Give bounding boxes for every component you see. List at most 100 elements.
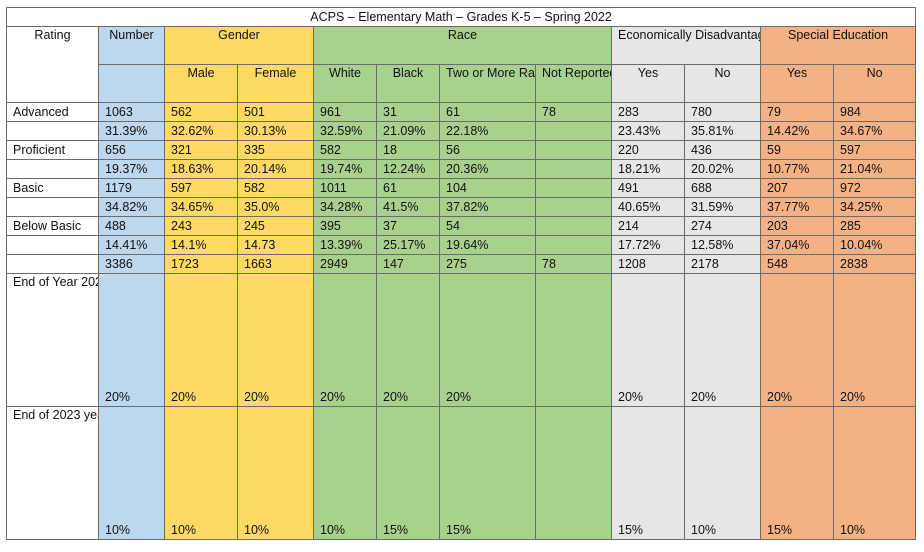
black-cell: 25.17%	[376, 235, 440, 255]
sped-no-cell: 34.67%	[832, 121, 917, 141]
male-cell: 321	[164, 140, 238, 160]
rating-cell	[6, 254, 99, 274]
sped-yes-cell: 10.77%	[760, 159, 834, 179]
female-cell: 35.0%	[237, 197, 314, 217]
black-cell: 15%	[376, 406, 440, 540]
number-cell: 1179	[98, 178, 165, 198]
rating-cell: Below Basic	[6, 216, 99, 236]
table-row: 31.39% 32.62% 30.13% 32.59% 21.09% 22.18% 23.4…	[6, 121, 917, 141]
white-cell: 32.59%	[313, 121, 377, 141]
table-row: 34.82% 34.65% 35.0% 34.28% 41.5% 37.82% 40.65%…	[6, 197, 917, 217]
header-econ-no: No	[684, 64, 761, 103]
sped-yes-cell: 20%	[760, 273, 834, 407]
black-cell: 31	[376, 102, 440, 122]
sped-yes-cell: 548	[760, 254, 834, 274]
math-results-table: ACPS – Elementary Math – Grades K-5 – Sp…	[5, 7, 917, 540]
table-row: Basic 1179 597 582 1011 61 104 491 688 207 972	[6, 178, 917, 198]
header-number-blank	[98, 64, 165, 103]
black-cell: 61	[376, 178, 440, 198]
white-cell: 20%	[313, 273, 377, 407]
number-cell: 31.39%	[98, 121, 165, 141]
header-sped-no: No	[832, 64, 917, 103]
header-row-1: Rating Number Gender Race Economically D…	[6, 26, 917, 103]
econ-yes-cell: 283	[611, 102, 685, 122]
rating-cell	[6, 235, 99, 255]
two-cell: 56	[439, 140, 536, 160]
econ-no-cell: 274	[684, 216, 761, 236]
number-cell: 19.37%	[98, 159, 165, 179]
table-title: ACPS – Elementary Math – Grades K-5 – Sp…	[5, 7, 917, 27]
econ-yes-cell: 15%	[611, 406, 685, 540]
male-cell: 34.65%	[164, 197, 238, 217]
econ-yes-cell: 20%	[611, 273, 685, 407]
sped-yes-cell: 15%	[760, 406, 834, 540]
female-cell: 245	[237, 216, 314, 236]
female-cell: 20.14%	[237, 159, 314, 179]
white-cell: 34.28%	[313, 197, 377, 217]
two-cell: 20%	[439, 273, 536, 407]
econ-no-cell: 12.58%	[684, 235, 761, 255]
male-cell: 32.62%	[164, 121, 238, 141]
sped-no-cell: 285	[832, 216, 917, 236]
white-cell: 2949	[313, 254, 377, 274]
sped-yes-cell: 59	[760, 140, 834, 160]
number-cell: 14.41%	[98, 235, 165, 255]
target-row: End of 2023 year Target Increase % Advan…	[6, 406, 917, 540]
female-cell: 335	[237, 140, 314, 160]
econ-no-cell: 780	[684, 102, 761, 122]
female-cell: 501	[237, 102, 314, 122]
white-cell: 19.74%	[313, 159, 377, 179]
two-cell: 37.82%	[439, 197, 536, 217]
header-econ-yes: Yes	[611, 64, 685, 103]
econ-yes-cell: 1208	[611, 254, 685, 274]
number-cell: 10%	[98, 406, 165, 540]
rating-cell: Basic	[6, 178, 99, 198]
header-female: Female	[237, 64, 314, 103]
number-cell: 656	[98, 140, 165, 160]
white-cell: 961	[313, 102, 377, 122]
black-cell: 20%	[376, 273, 440, 407]
header-gender: Gender	[164, 26, 314, 65]
econ-yes-cell: 491	[611, 178, 685, 198]
header-black: Black	[376, 64, 440, 103]
header-race: Race	[313, 26, 612, 65]
black-cell: 12.24%	[376, 159, 440, 179]
title-row: ACPS – Elementary Math – Grades K-5 – Sp…	[5, 7, 917, 27]
nr-cell	[535, 121, 612, 141]
table-row: Proficient 656 321 335 582 18 56 220 436 59 597	[6, 140, 917, 160]
nr-cell	[535, 197, 612, 217]
rating-cell: Advanced	[6, 102, 99, 122]
nr-cell: 78	[535, 254, 612, 274]
econ-no-cell: 2178	[684, 254, 761, 274]
econ-no-cell: 436	[684, 140, 761, 160]
table-row: Advanced 1063 562 501 961 31 61 78 283 780 79 984	[6, 102, 917, 122]
two-cell: 54	[439, 216, 536, 236]
female-cell: 30.13%	[237, 121, 314, 141]
female-cell: 10%	[237, 406, 314, 540]
header-white: White	[313, 64, 377, 103]
econ-yes-cell: 214	[611, 216, 685, 236]
econ-yes-cell: 23.43%	[611, 121, 685, 141]
number-cell: 3386	[98, 254, 165, 274]
target-row: End of Year 2022 Target Increase % Advan…	[6, 273, 917, 407]
white-cell: 10%	[313, 406, 377, 540]
table-row: 19.37% 18.63% 20.14% 19.74% 12.24% 20.36% 18.2…	[6, 159, 917, 179]
number-cell: 34.82%	[98, 197, 165, 217]
econ-yes-cell: 220	[611, 140, 685, 160]
rating-cell: Proficient	[6, 140, 99, 160]
black-cell: 18	[376, 140, 440, 160]
econ-no-cell: 20.02%	[684, 159, 761, 179]
black-cell: 37	[376, 216, 440, 236]
male-cell: 597	[164, 178, 238, 198]
white-cell: 582	[313, 140, 377, 160]
two-cell: 15%	[439, 406, 536, 540]
nr-cell	[535, 235, 612, 255]
male-cell: 18.63%	[164, 159, 238, 179]
sped-no-cell: 597	[832, 140, 917, 160]
nr-cell: 78	[535, 102, 612, 122]
sped-no-cell: 10.04%	[832, 235, 917, 255]
female-cell: 582	[237, 178, 314, 198]
table-row: Below Basic 488 243 245 395 37 54 214 274 203 285	[6, 216, 917, 236]
two-cell: 61	[439, 102, 536, 122]
sped-no-cell: 34.25%	[832, 197, 917, 217]
